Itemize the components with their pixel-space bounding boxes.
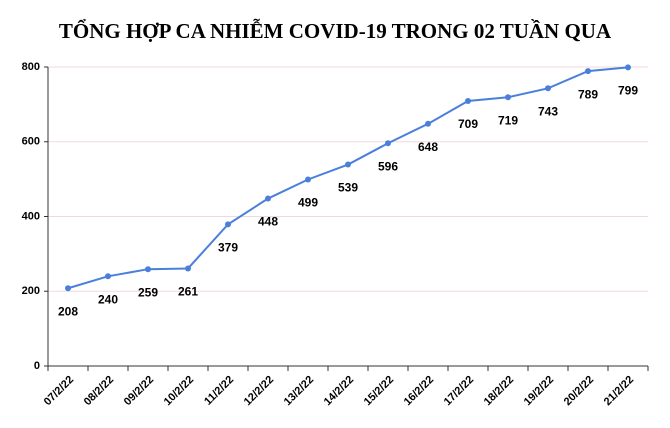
value-label: 208 — [58, 304, 78, 318]
x-tick-label: 15/2/22 — [362, 374, 396, 408]
chart-title: TỔNG HỢP CA NHIỄM COVID-19 TRONG 02 TUẦN… — [59, 18, 612, 43]
x-tick-label: 10/2/22 — [162, 374, 196, 408]
point — [145, 266, 151, 273]
value-label: 261 — [178, 285, 198, 299]
value-label: 799 — [618, 84, 638, 98]
point — [465, 98, 471, 105]
point — [625, 64, 631, 71]
value-label: 259 — [138, 285, 158, 299]
y-tick-label: 0 — [34, 360, 40, 372]
value-label: 789 — [578, 87, 598, 101]
value-label: 719 — [498, 113, 518, 127]
point — [585, 68, 591, 75]
point — [225, 221, 231, 228]
value-label: 240 — [98, 292, 118, 306]
point — [105, 273, 111, 280]
point — [385, 140, 391, 147]
point — [505, 94, 511, 101]
x-tick-label: 19/2/22 — [522, 374, 556, 408]
line — [67, 66, 629, 290]
point — [185, 265, 191, 272]
value-label: 596 — [378, 159, 398, 173]
point — [265, 195, 271, 202]
x-tick-label: 09/2/22 — [122, 374, 156, 408]
x-tick-label: 17/2/22 — [442, 374, 476, 408]
point — [425, 120, 431, 127]
value-label: 743 — [538, 104, 558, 118]
point — [65, 285, 71, 292]
x-tick-label: 08/2/22 — [82, 374, 116, 408]
x-tick-label: 21/2/22 — [602, 374, 636, 408]
y-tick-label: 800 — [22, 61, 40, 73]
value-label: 448 — [258, 215, 278, 229]
x-tick-label: 16/2/22 — [402, 374, 436, 408]
value-label: 539 — [338, 181, 358, 195]
point — [345, 161, 351, 168]
x-tick-label: 20/2/22 — [562, 374, 596, 408]
point — [545, 85, 551, 92]
x-tick-label: 12/2/22 — [242, 374, 276, 408]
x-tick-label: 07/2/22 — [42, 374, 76, 408]
x-tick-label: 18/2/22 — [482, 374, 516, 408]
point — [305, 176, 311, 183]
y-tick-label: 200 — [22, 285, 40, 297]
x-tick-label: 14/2/22 — [322, 374, 356, 408]
value-label: 379 — [218, 241, 238, 255]
value-label: 499 — [298, 196, 318, 210]
y-tick-label: 400 — [22, 210, 40, 222]
x-tick-label: 13/2/22 — [282, 374, 316, 408]
x-tick-label: 11/2/22 — [202, 374, 236, 408]
value-label: 648 — [418, 140, 438, 154]
value-label: 709 — [458, 117, 478, 131]
y-tick-label: 600 — [22, 136, 40, 148]
